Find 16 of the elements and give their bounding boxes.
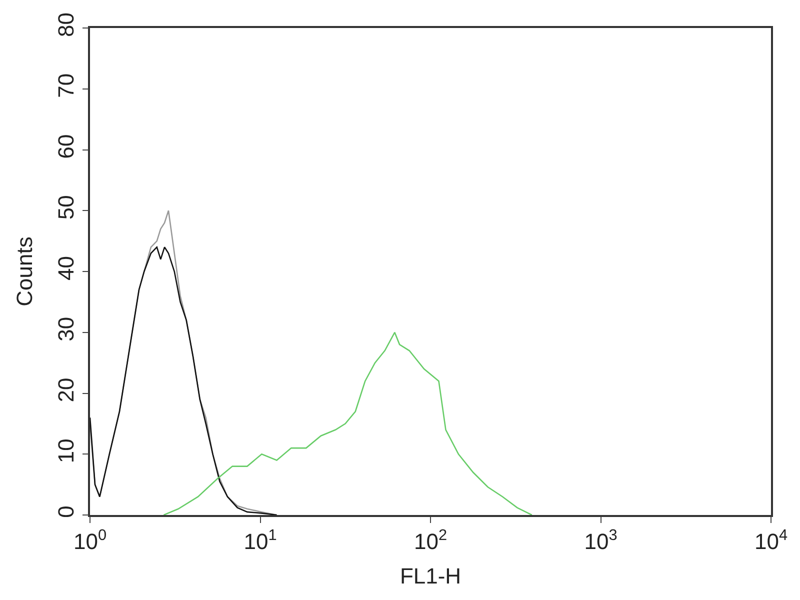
x-tick-label: 10$^{0}$	[73, 526, 107, 554]
y-axis-title: Counts	[12, 236, 37, 306]
x-axis-title: FL1-H	[400, 564, 462, 589]
x-tick-label: 10$^{3}$	[584, 526, 618, 554]
y-tick-label: 20	[53, 378, 78, 402]
x-tick-label: 10$^{4}$	[754, 526, 788, 554]
y-tick-label: 70	[53, 73, 78, 98]
y-tick-label: 30	[53, 316, 78, 342]
y-tick-label: 60	[53, 134, 78, 159]
x-tick-label: 10$^{2}$	[414, 526, 448, 554]
x-tick-label: 10$^{1}$	[244, 526, 277, 554]
y-tick-label: 40	[53, 256, 78, 280]
y-tick-label: 10	[53, 438, 78, 464]
y-tick-label: 80	[53, 12, 78, 37]
y-tick-label: 0	[53, 506, 78, 518]
y-tick-label: 50	[53, 195, 78, 220]
